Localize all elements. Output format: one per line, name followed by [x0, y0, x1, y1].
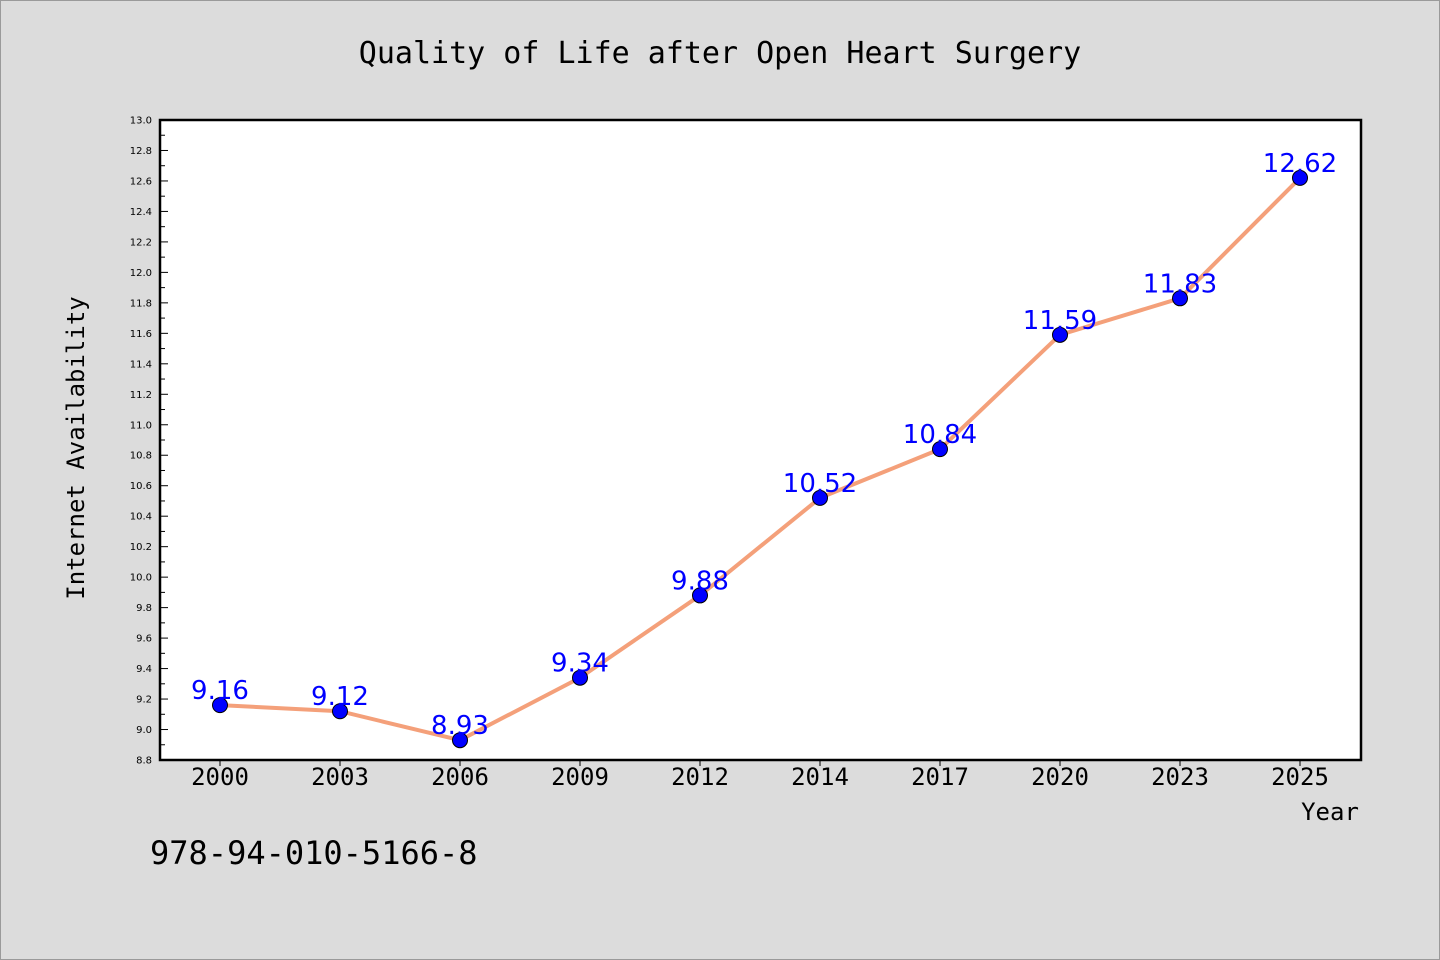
- x-tick-label: 2017: [911, 763, 969, 791]
- y-tick-label: 13.0: [130, 116, 152, 127]
- y-tick-label: 10.4: [130, 512, 152, 523]
- y-tick-label: 12.4: [130, 207, 152, 218]
- y-tick-label: 9.0: [136, 725, 152, 736]
- chart-title: Quality of Life after Open Heart Surgery: [359, 36, 1081, 71]
- x-tick-label: 2012: [671, 763, 729, 791]
- data-label: 9.34: [551, 649, 609, 679]
- y-tick-label: 10.8: [130, 451, 152, 462]
- y-tick-label: 9.8: [136, 603, 152, 614]
- y-tick-label: 12.0: [130, 268, 152, 279]
- x-tick-label: 2023: [1151, 763, 1209, 791]
- x-tick-label: 2006: [431, 763, 489, 791]
- y-tick-label: 11.2: [130, 390, 152, 401]
- y-tick-label: 10.0: [130, 573, 152, 584]
- y-tick-label: 12.8: [130, 146, 152, 157]
- x-tick-label: 2020: [1031, 763, 1089, 791]
- data-point: [572, 669, 588, 686]
- data-point: [812, 489, 828, 506]
- data-label: 11.83: [1143, 269, 1217, 299]
- data-label: 9.88: [671, 566, 729, 596]
- y-tick-label: 11.0: [130, 420, 152, 431]
- series-line: [218, 175, 1302, 743]
- data-label: 11.59: [1023, 306, 1097, 336]
- data-point: [1172, 290, 1188, 307]
- x-tick-label: 2014: [791, 763, 849, 791]
- y-tick-label: 10.2: [130, 542, 152, 553]
- y-tick-label: 11.6: [130, 329, 152, 340]
- data-label: 10.52: [783, 469, 857, 499]
- data-point: [692, 587, 708, 604]
- y-tick-label: 11.4: [130, 359, 152, 370]
- data-point: [1052, 326, 1068, 343]
- plot-border: [158, 118, 1363, 762]
- x-axis-label: Year: [1301, 798, 1359, 826]
- y-tick-label: 9.4: [136, 664, 152, 675]
- data-label-layer: 9.16 9.12 8.93 9.34 9.88 10.52 10.84 11.59 11.83…: [191, 149, 1337, 741]
- y-tick-label: 8.8: [136, 756, 152, 767]
- x-tick-label: 2025: [1271, 763, 1329, 791]
- x-tick-label: 2003: [311, 763, 369, 791]
- data-label: 9.12: [311, 682, 369, 712]
- data-point: [1292, 169, 1308, 186]
- data-point: [332, 703, 348, 720]
- y-tick-label: 11.8: [130, 298, 152, 309]
- y-axis-label: Internet Availability: [62, 296, 90, 599]
- x-tick-label: 2000: [191, 763, 249, 791]
- data-point: [212, 697, 228, 714]
- y-tick-label: 12.6: [130, 176, 152, 187]
- data-label: 8.93: [431, 711, 489, 741]
- series-layer: [212, 169, 1308, 749]
- data-label: 9.16: [191, 676, 249, 706]
- y-axis: 8.8 9.0 9.2 9.4 9.6 9.8 10.0 10.2 10.4 10.6 10.8 11…: [130, 116, 168, 767]
- y-tick-label: 9.6: [136, 634, 152, 645]
- data-point: [452, 732, 468, 749]
- y-tick-label: 12.2: [130, 237, 152, 248]
- x-axis: 2000 2003 2006 2009 2012 2014 2017 2020 2023 2025: [191, 760, 1329, 791]
- plot-area: [160, 120, 1361, 760]
- x-tick-label: 2009: [551, 763, 609, 791]
- footer-identifier: 978-94-010-5166-8: [150, 834, 478, 872]
- data-label: 12.62: [1263, 149, 1337, 179]
- data-point: [932, 441, 948, 458]
- y-tick-label: 10.6: [130, 481, 152, 492]
- data-label: 10.84: [903, 420, 977, 450]
- y-tick-label: 9.2: [136, 695, 152, 706]
